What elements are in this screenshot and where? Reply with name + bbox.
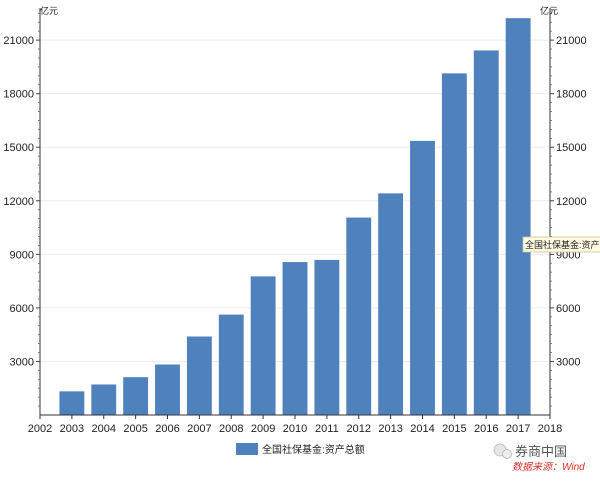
y-axis-left-ticks: 3000 6000 9000 12000 15000 18000 21000 [3,12,40,407]
y-tick-label: 15000 [3,142,34,154]
x-tick-label: 2003 [60,423,84,435]
bar-2006[interactable] [155,364,180,415]
bar-2013[interactable] [378,193,404,415]
x-tick-label: 2018 [538,423,562,435]
bar-2017[interactable] [505,18,531,416]
y-tick-label-right: 18000 [556,89,587,101]
bar-2015[interactable] [441,73,467,416]
y-tick-label: 6000 [10,303,34,315]
y-tick-label: 9000 [10,249,34,261]
legend[interactable]: 全国社保基金:资产总额 [236,443,365,456]
y-axis-left-unit: 亿元 [40,5,58,16]
x-tick-label: 2010 [283,423,307,435]
x-tick-label: 2006 [155,423,179,435]
y-axis-right-unit: 亿元 [540,5,558,16]
bar-2007[interactable] [186,336,212,415]
x-tick-label: 2012 [347,423,371,435]
bar-2004[interactable] [91,384,117,415]
x-axis-ticks: 2002 2003 2004 2005 2006 2007 2008 2009 2010 2011… [28,415,562,435]
y-tick-label-right: 15000 [556,142,587,154]
x-tick-label: 2009 [251,423,275,435]
legend-swatch [236,443,258,455]
watermark-source: 数据来源：Wind [512,461,585,473]
y-tick-label: 3000 [10,356,34,368]
gridlines [40,39,550,362]
x-tick-label: 2017 [506,423,530,435]
bar-2005[interactable] [123,377,149,415]
x-tick-label: 2011 [315,423,339,435]
bar-2003[interactable] [59,391,85,415]
x-tick-label: 2007 [187,423,211,435]
x-tick-label: 2014 [410,423,434,435]
bar-2012[interactable] [346,217,372,415]
bar-2011[interactable] [314,259,340,415]
y-tick-label-right: 12000 [556,196,587,208]
x-tick-label: 2008 [219,423,243,435]
series-tooltip: 全国社保基金:资产总 [522,236,600,253]
x-tick-label: 2004 [92,423,116,435]
y-tick-label: 21000 [3,35,34,47]
bar-series [59,18,531,416]
watermark: 券商中国 数据来源：Wind [493,443,585,473]
x-tick-label: 2013 [378,423,402,435]
x-tick-label: 2005 [123,423,147,435]
y-tick-label-right: 6000 [556,303,580,315]
bar-2010[interactable] [282,262,308,415]
y-tick-label: 18000 [3,89,34,101]
bar-2009[interactable] [250,276,276,415]
bar-2016[interactable] [473,50,499,416]
y-tick-label: 12000 [3,196,34,208]
bar-2008[interactable] [218,314,244,415]
y-tick-label-right: 21000 [556,35,587,47]
watermark-brand: 券商中国 [515,444,567,459]
tooltip-label: 全国社保基金:资产总 [525,239,600,250]
x-tick-label: 2015 [442,423,466,435]
bar-2014[interactable] [410,140,435,415]
x-tick-label: 2016 [474,423,498,435]
legend-label: 全国社保基金:资产总额 [262,443,365,456]
x-tick-label: 2002 [28,423,52,435]
y-tick-label-right: 3000 [556,356,580,368]
